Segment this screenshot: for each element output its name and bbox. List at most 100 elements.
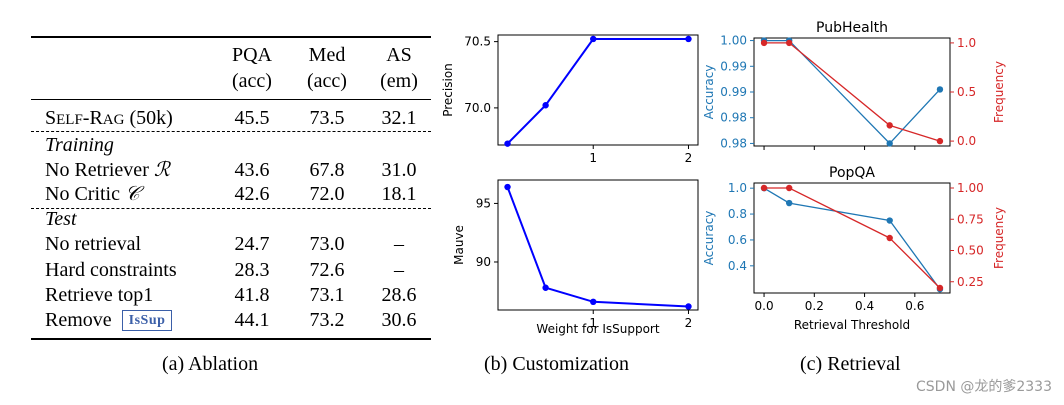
popqa-frequency-series-line (764, 187, 941, 289)
dashed-separator-training (31, 131, 431, 132)
table-bottom-rule (31, 338, 431, 340)
precision-series-point (504, 140, 511, 147)
popqa-right-y-tick-label: 0.25 (957, 275, 984, 289)
mauve-plot-frame (497, 179, 699, 311)
mauve-series-point (542, 284, 549, 291)
pubhealth-left-y-tick-label: 0.99 (720, 59, 747, 73)
precision-x-tick-label: 1 (589, 151, 597, 165)
pubhealth-right-y-tick-label: 1.0 (957, 36, 976, 50)
row-no-retrieval-label: No retrieval (45, 233, 142, 255)
row-remove-issup-label: Remove IsSup (45, 309, 173, 331)
popqa-left-y-tick-label: 0.8 (728, 207, 747, 221)
row-no-retrieval-med: 73.0 (309, 233, 345, 255)
popqa-x-tick-label: 0.0 (755, 299, 774, 313)
row-hard-constraints-med: 72.6 (309, 259, 345, 281)
row-no-critic-label: No Critic 𝒞 (45, 183, 140, 205)
header-as: AS (386, 44, 412, 66)
caption-ablation: (a) Ablation (162, 353, 259, 375)
row-self-rag-label: SELF-RAG (50k) (45, 107, 173, 129)
pubhealth-right-y-tick-label: 0.0 (957, 134, 976, 148)
precision-y-axis-label: Precision (441, 63, 455, 117)
pubhealth-accuracy-series-point (886, 140, 893, 147)
pubhealth-frequency-series-point (886, 122, 893, 129)
popqa-left-y-tick-label: 0.6 (728, 233, 747, 247)
pubhealth-frequency-series-point (760, 39, 768, 47)
row-remove-issup-as: 30.6 (381, 309, 417, 331)
row-no-retriever-label: No Retriever ℛ (45, 159, 170, 181)
header-med: Med (308, 44, 346, 66)
row-remove-issup-pqa: 44.1 (234, 309, 270, 331)
mauve-series-point (504, 183, 511, 191)
row-retrieve-top1-pqa: 41.8 (234, 284, 270, 306)
pubhealth-frequency-axis-label: Frequency (992, 61, 1006, 123)
ablation-table: PQA (acc) Med (acc) AS (em) SELF-RAG (50… (31, 30, 431, 342)
precision-series-point (590, 35, 597, 43)
popqa-accuracy-series-point (886, 217, 893, 224)
section-training-label: Training (45, 134, 114, 156)
pubhealth-chart-title: PubHealth (816, 20, 888, 36)
pubhealth-frequency-series-point (936, 137, 944, 145)
mauve-x-tick-label: 2 (685, 316, 693, 330)
popqa-frequency-series-point (886, 234, 893, 242)
watermark: CSDN @龙的爹2333 (916, 379, 1052, 395)
row-no-retriever-as: 31.0 (381, 159, 417, 181)
precision-series-line (506, 38, 689, 145)
pubhealth-accuracy-axis-label: Accuracy (702, 65, 716, 120)
popqa-left-y-tick-label: 1.0 (728, 181, 747, 195)
row-retrieve-top1-label: Retrieve top1 (45, 284, 154, 306)
precision-left-y-tick-label: 70.5 (464, 35, 491, 49)
precision-x-tick-label: 2 (685, 151, 693, 165)
pubhealth-left-y-tick-label: 0.99 (720, 85, 747, 99)
popqa-accuracy-series-point (785, 199, 793, 207)
row-no-critic-as: 18.1 (381, 183, 417, 205)
pubhealth-left-y-tick-label: 1.00 (720, 34, 747, 48)
precision-series-point (542, 102, 549, 109)
mauve-series-point (590, 298, 597, 306)
header-pqa: PQA (231, 44, 272, 66)
dashed-separator-test (31, 208, 431, 209)
row-retrieve-top1-med: 73.1 (309, 284, 345, 306)
popqa-frequency-series-point (785, 184, 793, 192)
table-header-rule (31, 99, 431, 100)
popqa-right-y-tick-label: 0.50 (957, 244, 984, 258)
popqa-accuracy-axis-label: Accuracy (702, 211, 716, 266)
mauve-series-line (506, 186, 689, 308)
pubhealth-frequency-series-line (764, 42, 941, 142)
pubhealth-accuracy-series-line (764, 39, 941, 145)
caption-retrieval: (c) Retrieval (800, 353, 901, 375)
pubhealth-frequency-series-point (785, 39, 793, 47)
row-no-retriever-pqa: 43.6 (234, 159, 270, 181)
pubhealth-left-y-tick-label: 0.98 (720, 136, 747, 150)
row-no-retrieval-as: – (394, 233, 404, 255)
row-no-retriever-med: 67.8 (309, 159, 345, 181)
header-as-metric: (em) (380, 70, 418, 92)
row-remove-issup-med: 73.2 (309, 309, 345, 331)
row-no-retrieval-pqa: 24.7 (234, 233, 270, 255)
precision-series-point (685, 35, 692, 43)
row-self-rag-as: 32.1 (381, 107, 417, 129)
precision-plot-frame (497, 34, 699, 146)
row-no-critic-pqa: 42.6 (234, 183, 270, 205)
mauve-series-point (685, 303, 692, 310)
popqa-x-tick-label: 0.6 (905, 299, 924, 313)
row-hard-constraints-as: – (394, 259, 404, 281)
issup-token-box: IsSup (121, 310, 173, 331)
popqa-right-y-tick-label: 1.00 (957, 181, 984, 195)
pubhealth-accuracy-series-point (936, 86, 944, 93)
popqa-x-axis-label: Retrieval Threshold (794, 318, 910, 332)
header-med-metric: (acc) (307, 70, 347, 92)
popqa-left-y-tick-label: 0.4 (728, 259, 747, 273)
row-hard-constraints-pqa: 28.3 (234, 259, 270, 281)
precision-left-y-tick-label: 70.0 (464, 101, 491, 115)
popqa-x-tick-label: 0.4 (855, 299, 874, 313)
row-self-rag-pqa: 45.5 (234, 107, 270, 129)
popqa-chart-title: PopQA (829, 165, 875, 181)
mauve-x-tick-label: 1 (589, 316, 597, 330)
pubhealth-left-y-tick-label: 0.98 (720, 111, 747, 125)
section-test-label: Test (45, 208, 77, 230)
row-no-critic-med: 72.0 (309, 183, 345, 205)
row-retrieve-top1-as: 28.6 (381, 284, 417, 306)
popqa-frequency-series-point (760, 184, 768, 192)
popqa-right-y-tick-label: 0.75 (957, 212, 984, 226)
